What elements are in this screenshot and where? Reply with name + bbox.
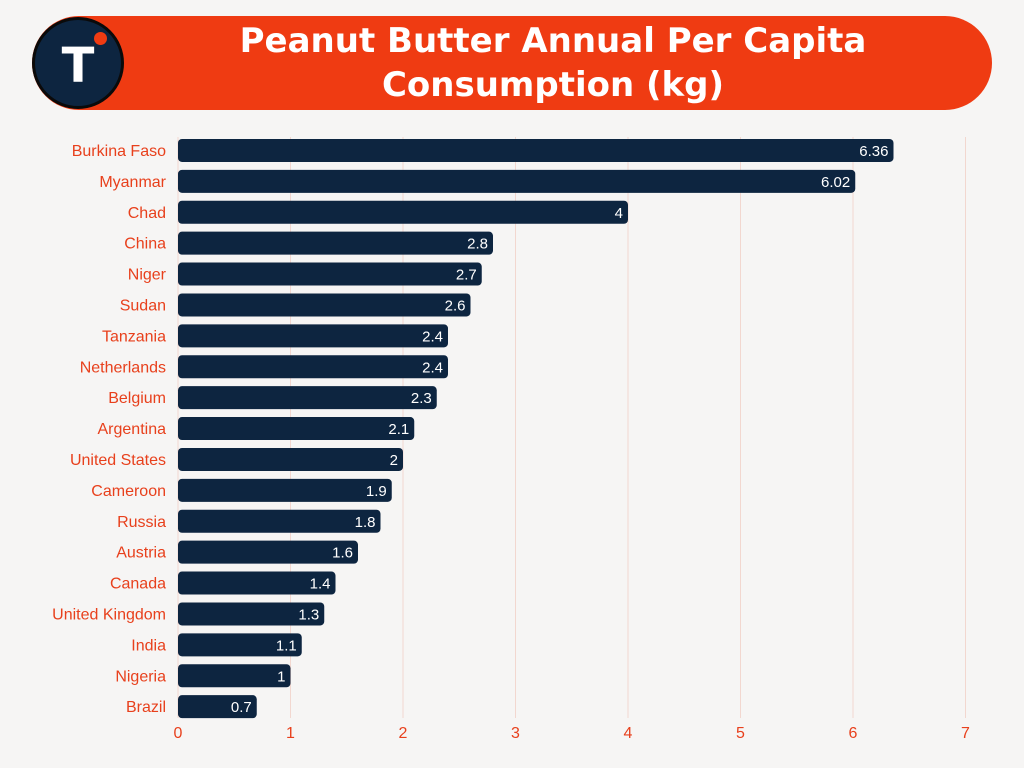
x-tick-label: 0 bbox=[174, 725, 183, 742]
category-label: China bbox=[124, 236, 166, 253]
value-label: 2.7 bbox=[456, 267, 477, 284]
x-tick-label: 7 bbox=[961, 725, 970, 742]
x-tick-label: 3 bbox=[511, 725, 520, 742]
bar bbox=[178, 540, 358, 564]
bar bbox=[178, 509, 381, 533]
bar bbox=[178, 695, 257, 719]
value-label: 2 bbox=[390, 452, 398, 469]
value-label: 1.9 bbox=[366, 483, 387, 500]
value-label: 2.4 bbox=[422, 359, 443, 376]
category-label: United States bbox=[70, 452, 166, 469]
bar bbox=[178, 664, 291, 688]
logo-letter: T bbox=[61, 38, 95, 94]
bar bbox=[178, 138, 894, 162]
value-label: 2.8 bbox=[467, 236, 488, 253]
x-tick-label: 4 bbox=[624, 725, 633, 742]
bar bbox=[178, 571, 336, 595]
value-label: 2.4 bbox=[422, 328, 443, 345]
category-label: Cameroon bbox=[91, 483, 166, 500]
bar bbox=[178, 386, 437, 410]
category-label: Russia bbox=[117, 514, 166, 531]
category-label: Netherlands bbox=[80, 359, 166, 376]
category-label: Belgium bbox=[108, 390, 166, 407]
bar bbox=[178, 633, 302, 657]
value-label: 2.3 bbox=[411, 390, 432, 407]
bar bbox=[178, 447, 403, 471]
title-banner bbox=[32, 16, 992, 110]
value-label: 0.7 bbox=[231, 699, 252, 716]
value-label: 4 bbox=[615, 205, 623, 222]
value-label: 1 bbox=[277, 668, 285, 685]
x-tick-label: 1 bbox=[286, 725, 295, 742]
category-label: Sudan bbox=[120, 297, 166, 314]
value-label: 1.8 bbox=[355, 514, 376, 531]
bar bbox=[178, 417, 415, 441]
category-label: United Kingdom bbox=[52, 606, 166, 623]
chart-title: Peanut Butter Annual Per Capita Consumpt… bbox=[239, 21, 867, 105]
bar bbox=[178, 355, 448, 379]
x-tick-label: 5 bbox=[736, 725, 745, 742]
category-label: Myanmar bbox=[99, 174, 166, 191]
brand-logo: T bbox=[32, 17, 124, 109]
category-label: Austria bbox=[116, 545, 166, 562]
category-label: Tanzania bbox=[102, 328, 166, 345]
x-tick-label: 2 bbox=[399, 725, 408, 742]
value-label: 6.36 bbox=[859, 143, 888, 160]
bar bbox=[178, 200, 628, 224]
bar bbox=[178, 324, 448, 348]
bar bbox=[178, 293, 471, 317]
value-label: 1.6 bbox=[332, 545, 353, 562]
category-label: Nigeria bbox=[115, 668, 166, 685]
value-label: 2.1 bbox=[388, 421, 409, 438]
value-label: 6.02 bbox=[821, 174, 850, 191]
bar bbox=[178, 478, 392, 502]
value-label: 2.6 bbox=[445, 297, 466, 314]
category-label: Niger bbox=[128, 267, 167, 284]
category-label: India bbox=[131, 637, 166, 654]
logo-dot-icon bbox=[94, 32, 107, 45]
category-label: Canada bbox=[110, 576, 166, 593]
value-label: 1.1 bbox=[276, 637, 297, 654]
x-tick-label: 6 bbox=[849, 725, 858, 742]
value-label: 1.4 bbox=[310, 576, 331, 593]
category-label: Chad bbox=[128, 205, 166, 222]
category-label: Argentina bbox=[98, 421, 167, 438]
value-label: 1.3 bbox=[298, 606, 319, 623]
category-label: Brazil bbox=[126, 699, 166, 716]
bar bbox=[178, 231, 493, 255]
bar bbox=[178, 262, 482, 286]
bar bbox=[178, 169, 856, 193]
category-label: Burkina Faso bbox=[72, 143, 166, 160]
bar bbox=[178, 602, 325, 626]
